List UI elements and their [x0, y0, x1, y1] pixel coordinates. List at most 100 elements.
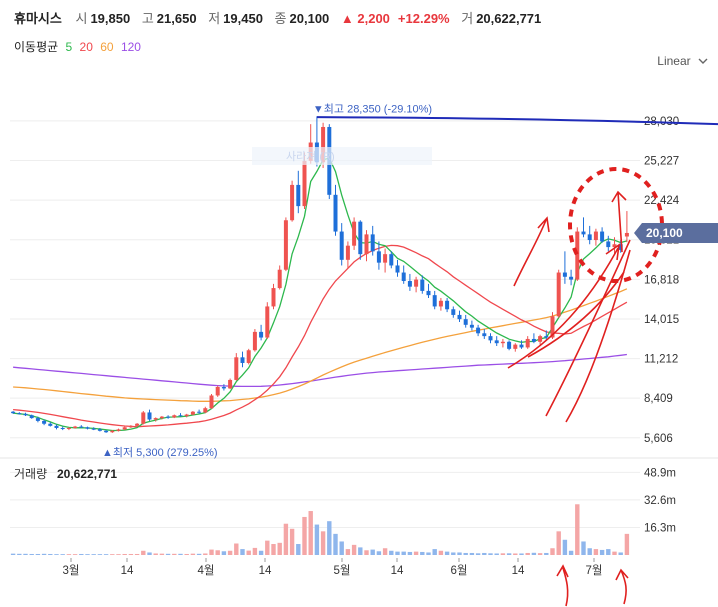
candle-body — [265, 306, 270, 338]
candle-body — [488, 336, 493, 341]
volume-bar — [556, 531, 561, 555]
volume-bar — [246, 550, 251, 555]
volume-bar — [482, 552, 487, 555]
candle — [469, 320, 474, 331]
volume-bar — [296, 544, 301, 555]
candle — [538, 334, 543, 345]
ma-20-label: 20 — [79, 40, 93, 54]
candle — [110, 430, 115, 433]
candle — [147, 409, 152, 421]
volume-bar — [159, 553, 165, 555]
volume-bar — [587, 548, 592, 555]
candle — [494, 336, 499, 347]
volume-bar — [407, 551, 413, 555]
candle-body — [228, 379, 233, 389]
volume-bar — [457, 552, 462, 555]
candle-body — [606, 241, 611, 248]
volume-bar — [519, 553, 524, 555]
low-marker-label: ▲최저 5,300 (279.25%) — [102, 446, 218, 459]
candle — [104, 430, 109, 433]
candle — [389, 251, 394, 269]
candle-body — [259, 331, 264, 338]
candle — [91, 427, 96, 431]
candle-body — [624, 232, 629, 237]
candle — [246, 348, 251, 365]
volume-bar — [60, 554, 65, 555]
x-tick-label: 14 — [391, 565, 404, 577]
candle — [184, 413, 189, 418]
candle — [265, 302, 270, 339]
ma-60-label: 60 — [100, 40, 114, 54]
candle — [166, 415, 171, 419]
volume-bar — [240, 549, 245, 555]
price-y-tick-label: 22,424 — [644, 195, 680, 207]
current-price-tag — [634, 222, 718, 243]
candle — [358, 220, 363, 260]
annotation-arrow-5 — [565, 249, 631, 423]
volume-bar — [618, 552, 623, 555]
volume-bar — [221, 551, 227, 555]
candle-body — [296, 184, 301, 207]
moving-average-lines — [13, 157, 628, 432]
candle — [426, 283, 431, 298]
volume-bar — [172, 553, 177, 555]
candle-body — [246, 350, 251, 363]
volume-bar — [165, 553, 171, 555]
candle — [228, 378, 233, 390]
candle — [60, 426, 65, 431]
candle-body — [97, 429, 102, 431]
candle — [203, 406, 208, 414]
candle-body — [401, 272, 406, 282]
change-value: ▲ 2,200 — [340, 11, 390, 26]
candle — [11, 411, 16, 414]
volume-bar — [134, 553, 140, 555]
candle — [271, 283, 276, 310]
volume-bar — [339, 541, 344, 555]
candle-body — [581, 231, 586, 235]
scale-select[interactable]: Linear — [657, 54, 708, 68]
moving-average-legend[interactable]: 이동평균 5 20 60 120 — [14, 38, 145, 55]
volume-bar — [48, 553, 53, 555]
volume-bar — [178, 553, 183, 555]
volume-bar — [54, 554, 59, 555]
volume-bar — [308, 511, 313, 555]
candle — [482, 329, 487, 339]
volume-bar — [41, 553, 47, 555]
candle-body — [11, 411, 16, 414]
volume-bar — [116, 554, 121, 555]
volume-bar — [283, 523, 289, 555]
candle — [556, 269, 561, 318]
high-label: 고 — [141, 11, 154, 26]
volume-bar — [234, 543, 239, 555]
candle-body — [500, 341, 505, 344]
candle-body — [432, 295, 437, 307]
candle — [215, 385, 220, 397]
candle — [451, 306, 456, 318]
ma-5-label: 5 — [65, 40, 73, 54]
volume-bar — [320, 531, 326, 555]
ma-legend-label: 이동평균 — [14, 40, 59, 54]
price-y-tick-label: 16,818 — [644, 274, 679, 286]
volume-bar — [72, 554, 78, 555]
volume-bar — [23, 553, 28, 555]
candle-body — [345, 245, 350, 260]
candle-body — [277, 269, 282, 289]
annotation-arrow-1 — [513, 216, 550, 287]
open-value: 19,850 — [90, 11, 131, 26]
volume-bar — [271, 544, 276, 555]
candle — [432, 290, 437, 310]
volume-bar — [544, 552, 549, 555]
volume-bar — [420, 551, 425, 555]
candle — [414, 276, 419, 293]
candle — [612, 237, 617, 255]
candle-body — [445, 300, 450, 310]
candle-body — [525, 338, 530, 348]
candle-body — [593, 231, 598, 241]
volume-bar — [612, 551, 617, 555]
candle — [277, 265, 282, 290]
candle-body — [147, 412, 152, 420]
candle — [66, 427, 71, 431]
candle-body — [321, 126, 326, 163]
volume-bar — [258, 550, 264, 555]
